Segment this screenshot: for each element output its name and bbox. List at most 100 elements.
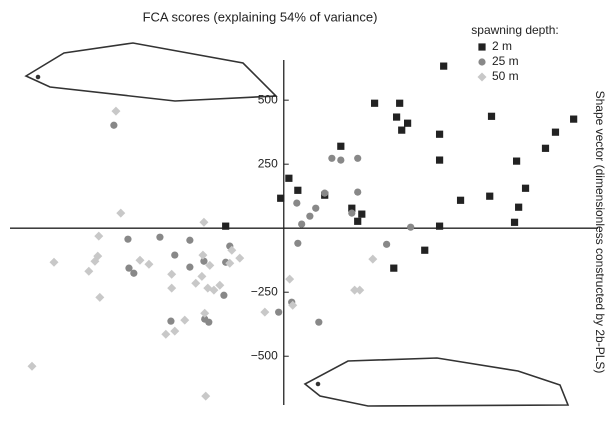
point [209, 285, 219, 295]
point [435, 156, 444, 164]
point [551, 128, 560, 136]
point [205, 260, 215, 270]
point [197, 271, 207, 281]
legend-marker [478, 58, 486, 66]
point [27, 361, 37, 371]
point [435, 130, 444, 138]
point [116, 208, 126, 218]
point [222, 222, 230, 230]
point [171, 251, 179, 259]
y-tick-label: 500 [258, 92, 278, 106]
point [110, 121, 118, 129]
point [396, 99, 404, 107]
point [288, 300, 298, 310]
point [435, 222, 444, 230]
point [285, 174, 293, 182]
point [144, 259, 154, 269]
point [512, 157, 521, 165]
point [521, 184, 530, 192]
point [201, 315, 209, 323]
point [167, 317, 175, 325]
point [306, 212, 314, 220]
point [186, 263, 194, 271]
legend-label: 2 m [492, 39, 512, 53]
point [355, 285, 365, 295]
point [337, 142, 345, 150]
point [201, 391, 211, 401]
y-tick-label: −250 [251, 284, 278, 298]
point [392, 113, 401, 121]
point [383, 240, 391, 248]
point [130, 269, 138, 277]
point [84, 266, 94, 276]
point [90, 256, 100, 266]
point [487, 112, 496, 120]
point [337, 156, 345, 164]
point [275, 308, 283, 316]
point [170, 326, 180, 336]
point [49, 257, 59, 267]
y-tick-label: 250 [258, 156, 278, 170]
point [354, 188, 362, 196]
legend-label: 25 m [492, 54, 519, 68]
point [199, 217, 209, 227]
point [486, 192, 494, 200]
point [200, 257, 208, 265]
y-tick-label: −500 [251, 348, 278, 362]
point [285, 274, 295, 284]
point [95, 292, 105, 302]
y-axis-label: Shape vector (dimensionless constructed … [593, 91, 607, 374]
point [156, 233, 164, 241]
point [348, 209, 356, 217]
legend-title: spawning depth: [471, 23, 558, 37]
point [135, 255, 145, 265]
point [225, 258, 235, 268]
point [200, 308, 210, 318]
point [167, 283, 177, 293]
point [407, 223, 415, 231]
legend-label: 50 m [492, 69, 519, 83]
point [260, 307, 270, 317]
point [515, 203, 523, 211]
point [294, 186, 302, 194]
point [570, 115, 578, 123]
point [180, 315, 190, 325]
point [354, 217, 362, 225]
point [220, 291, 228, 299]
point [294, 239, 302, 247]
chart-title: FCA scores (explaining 54% of variance) [143, 9, 378, 24]
point [328, 154, 336, 162]
point [161, 329, 171, 339]
point [198, 250, 208, 260]
point [358, 210, 366, 218]
point [398, 126, 406, 134]
point [368, 254, 378, 264]
point [440, 62, 448, 70]
point [541, 144, 550, 152]
legend-marker [478, 43, 486, 51]
point [277, 194, 285, 202]
point [111, 106, 121, 116]
point [186, 236, 194, 244]
point [312, 204, 320, 212]
point [167, 269, 177, 279]
point [348, 204, 356, 212]
point [354, 154, 362, 162]
point [215, 280, 225, 290]
point [321, 189, 329, 197]
point [298, 220, 306, 228]
point [227, 245, 237, 255]
legend-marker [477, 72, 487, 82]
point [404, 119, 412, 127]
point [293, 199, 301, 207]
point [235, 253, 245, 263]
point [315, 318, 323, 326]
point [510, 218, 519, 226]
point [350, 285, 360, 295]
point [456, 196, 465, 204]
point [370, 99, 379, 107]
point [94, 231, 104, 241]
point [124, 235, 132, 243]
fish-outline [24, 42, 570, 407]
